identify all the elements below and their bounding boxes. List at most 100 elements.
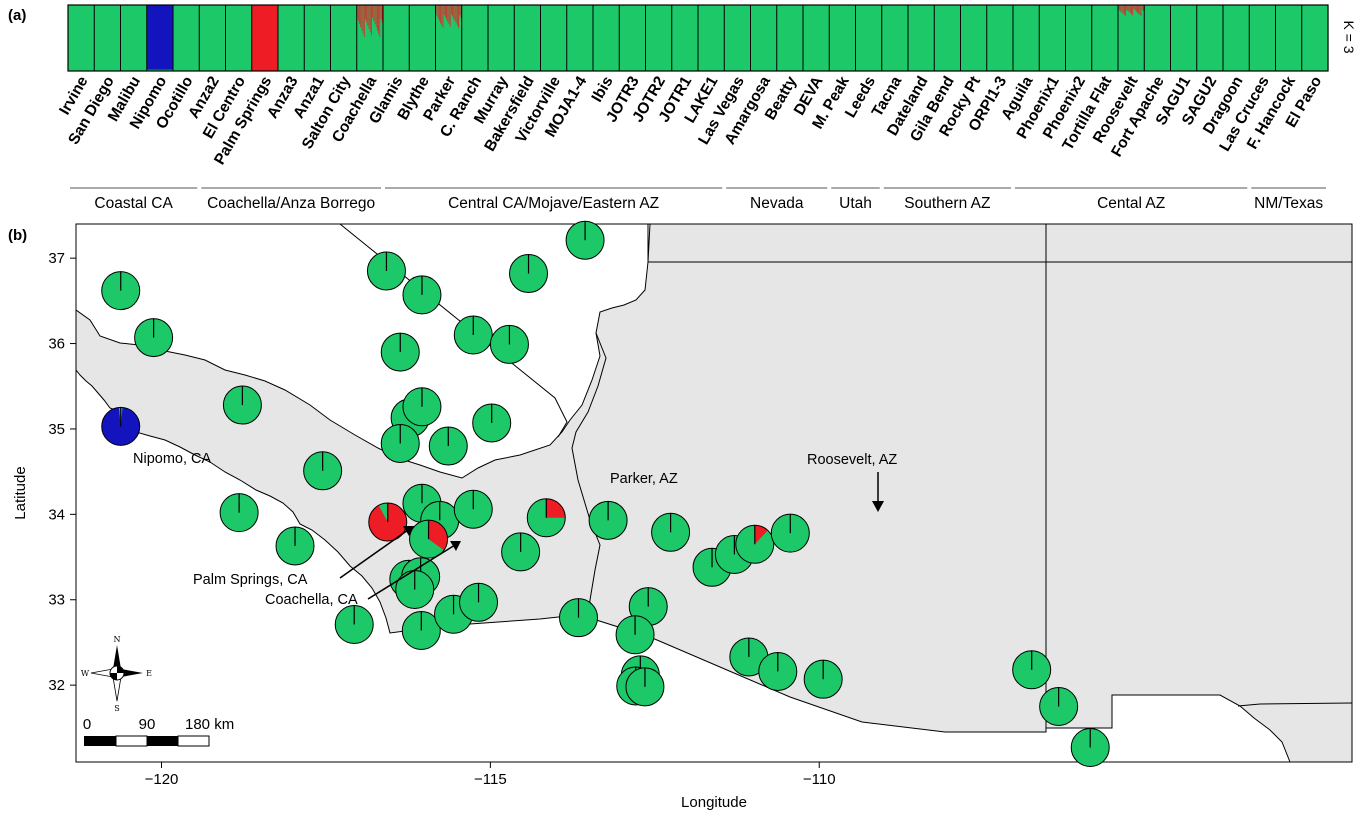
pie-outline [380,423,420,463]
annotation-palm-springs: Palm Springs, CA [193,572,308,588]
compass-w: W [81,669,90,678]
structure-bar [540,5,568,71]
compass-e: E [146,669,152,678]
pie-chart [559,598,599,638]
structure-bar-red [1139,5,1141,15]
structure-bar [1170,5,1198,71]
structure-bar [960,5,988,71]
structure-bar [855,5,883,71]
x-tick-label: −120 [145,771,179,788]
pie-outline [428,426,468,466]
structure-bar-red [439,5,440,21]
pie-chart [401,610,441,650]
structure-bar [199,5,227,71]
pie-chart [489,324,529,364]
structure-bar-red [380,5,382,20]
structure-bar-red [371,5,372,36]
pie-outline [1070,727,1110,767]
pie-chart [459,582,499,622]
structure-bar-red [440,5,442,24]
structure-bar-green [304,5,332,71]
structure-bar-green [225,5,253,71]
pie-chart [509,254,549,294]
structure-bar-red [373,5,375,21]
structure-bar-green [619,5,647,71]
structure-bar-green [488,5,515,71]
y-tick-label: 32 [48,677,65,694]
structure-bar-green [645,5,673,71]
compass-s: S [114,704,119,713]
structure-bar-red [367,5,369,26]
pie-chart [565,220,605,260]
pie-outline [401,610,441,650]
structure-bar [514,5,542,71]
pie-outline [565,220,605,260]
structure-bar-red [379,5,381,37]
structure-bar-green [855,5,883,71]
structure-bar [68,5,95,71]
pie-chart [1012,650,1052,690]
pie-outline [526,498,566,538]
pie-outline [334,605,374,645]
structure-bar [330,5,358,71]
structure-bar [829,5,857,71]
structure-bar-red [1138,5,1140,14]
pie-outline [134,318,174,358]
map-frame [75,223,1353,763]
pie-chart [651,512,691,552]
structure-bar-red [437,5,439,19]
pie-outline [453,489,493,529]
scale-bar: 0 90 180 km [83,716,234,747]
structure-bar-green [724,5,752,71]
pie-chart [402,275,442,315]
y-tick-label: 35 [48,421,65,438]
annotation-arrows [339,472,884,600]
structure-bar-red [443,5,445,16]
pie-chart [303,451,343,491]
structure-bar-green [698,5,725,71]
structure-bar [776,5,804,71]
structure-bar-red [1132,5,1134,16]
structure-bar-red [1141,5,1143,10]
pie-outline [402,387,442,427]
structure-bar [251,5,279,71]
pie-chart [770,513,810,553]
structure-bar-green [1249,5,1277,71]
structure-bar-red [251,5,278,71]
structure-bar [94,5,122,71]
map-axes: −120 −115 −110 32 33 34 35 36 37 [48,250,835,788]
land-polygon [76,224,1352,762]
structure-bar-red [451,5,452,15]
structure-bar [803,5,830,71]
structure-bar [173,5,200,71]
structure-bar [1144,5,1172,71]
structure-bar-red [1133,5,1135,10]
annotation-nipomo: Nipomo, CA [133,451,211,467]
pie-chart [758,651,798,691]
structure-bar-green [829,5,857,71]
structure-bar-red [1137,5,1138,13]
pie-chart [501,532,541,572]
structure-bar-green [461,5,489,71]
pie-outline [615,615,655,655]
pie-chart [409,519,449,559]
structure-bar-red [448,5,450,25]
structure-bar [461,5,489,71]
pie-chart [803,659,843,699]
structure-bar-green [1144,5,1172,71]
pie-chart [101,271,141,311]
structure-bar-green [330,5,358,71]
pie-outline [489,324,529,364]
pie-chart [380,332,420,372]
structure-bar-red [1119,5,1120,11]
structure-bar-red [360,5,362,28]
pie-chart [1039,686,1079,726]
pie-slice-red [546,498,566,518]
compass-icon: N S E W [81,635,152,713]
structure-bar [1039,5,1067,71]
pie-charts [101,220,1110,767]
structure-bar [1065,5,1093,71]
structure-bar-green [1065,5,1093,71]
structure-bar-red [449,5,451,27]
